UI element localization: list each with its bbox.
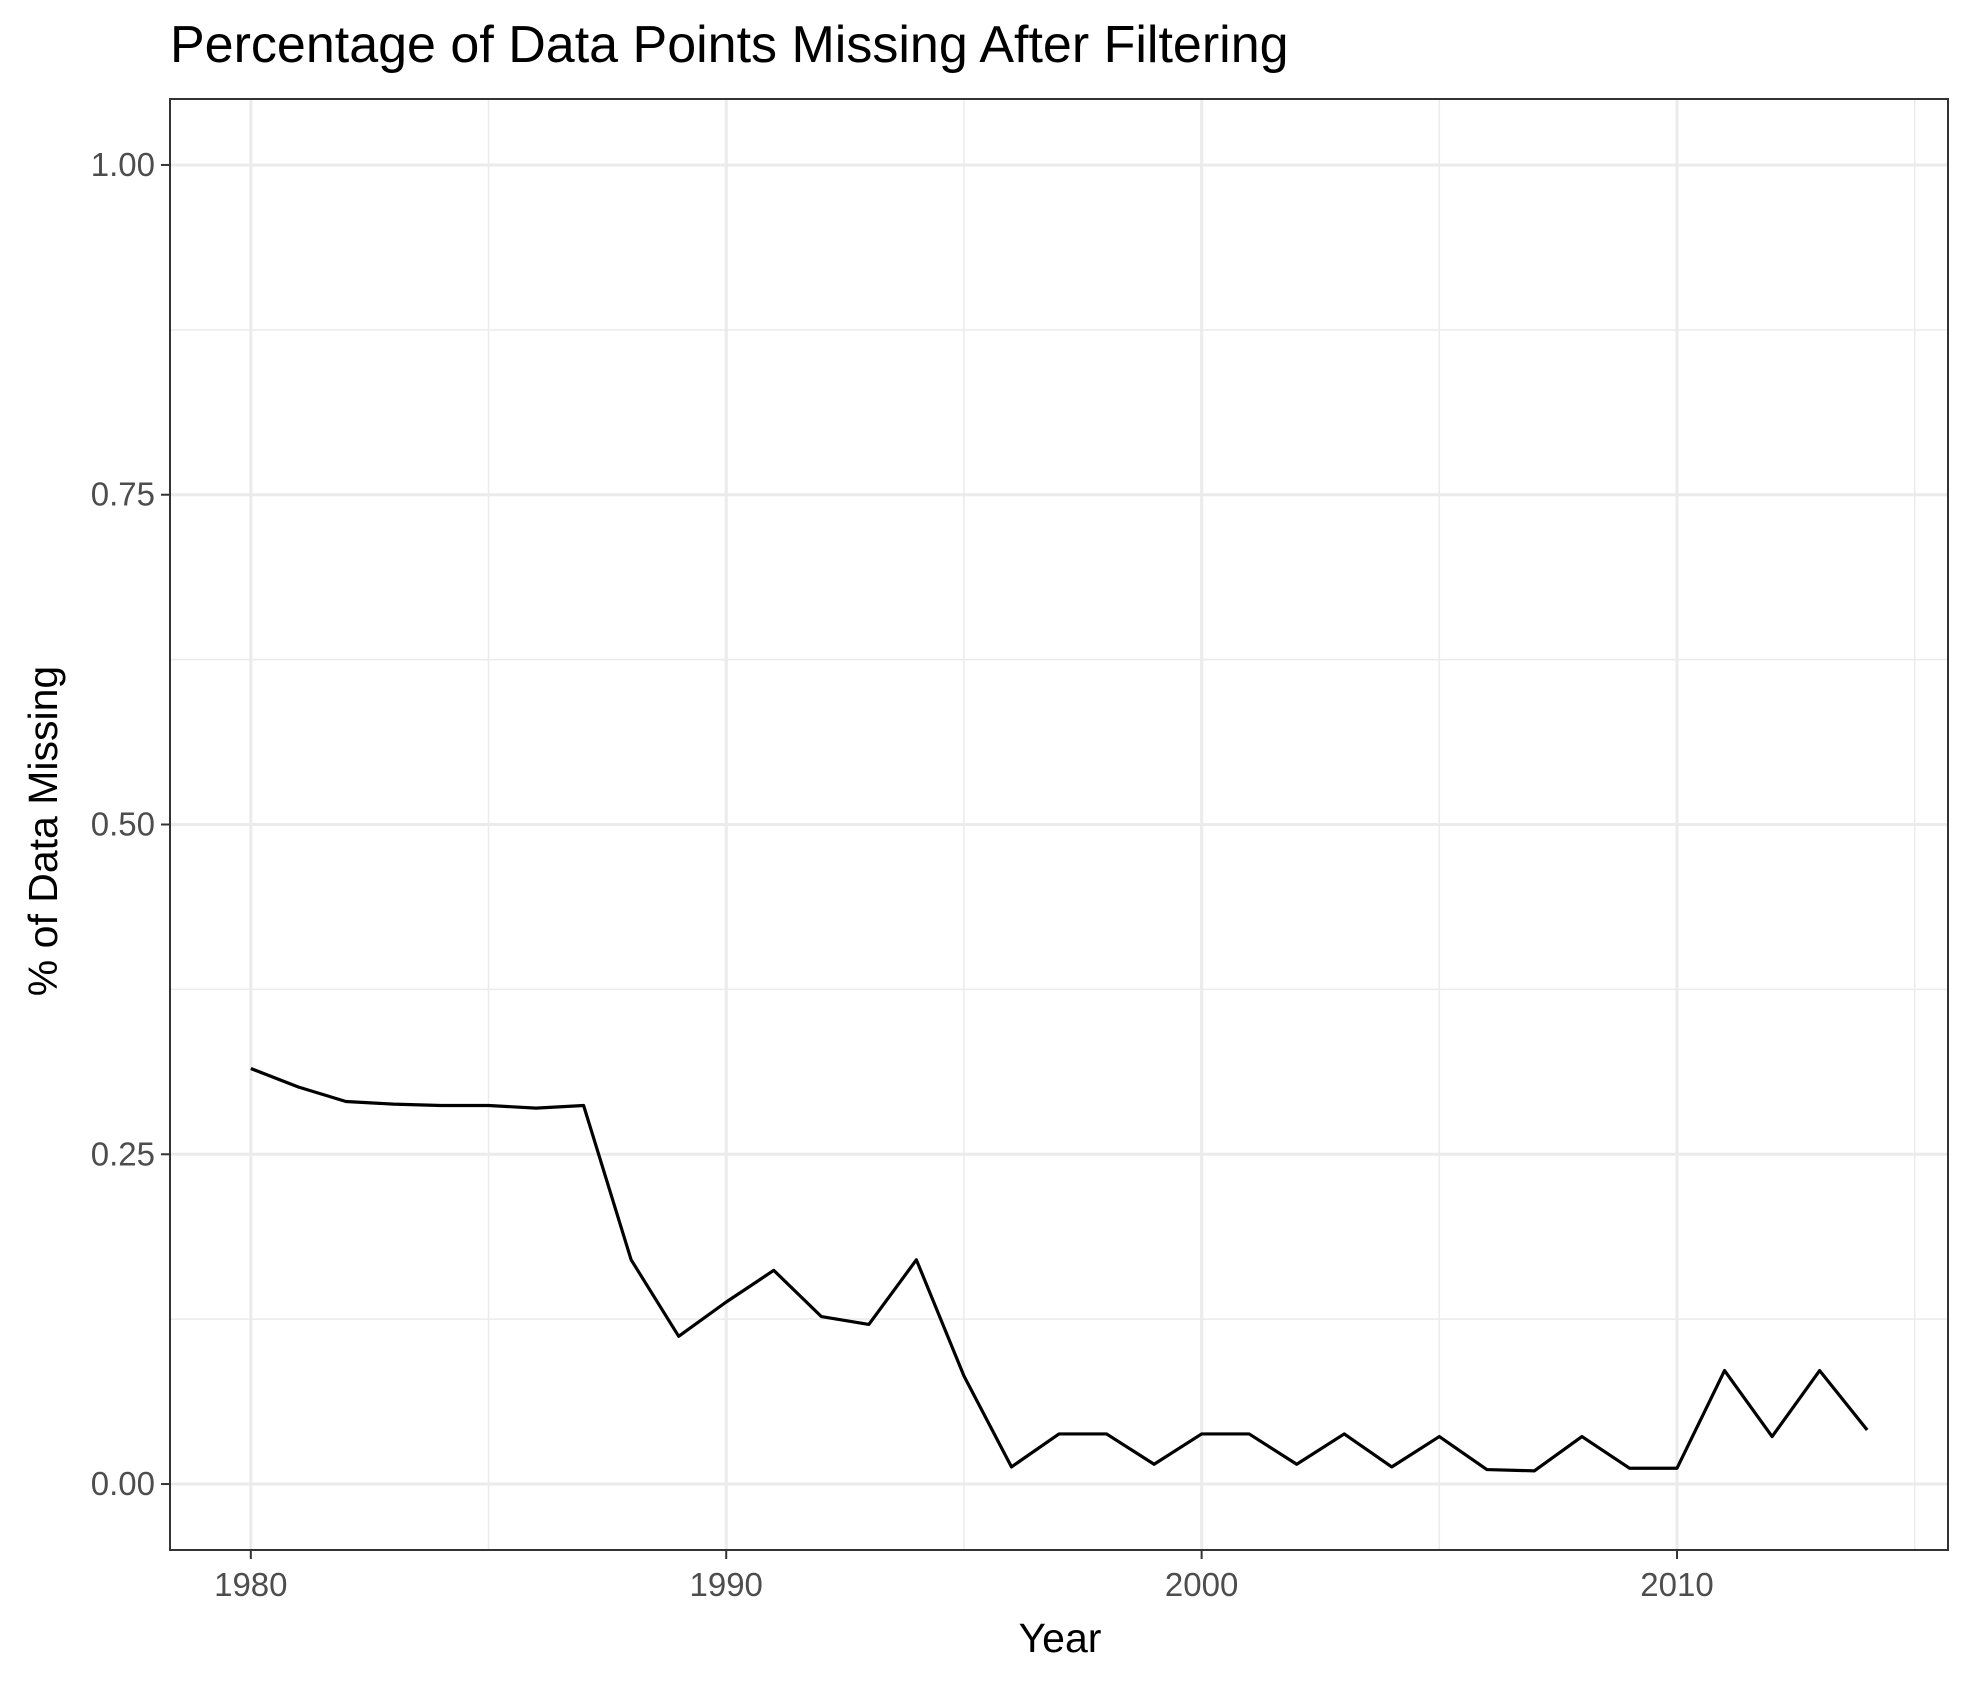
y-tick-label: 0.50 xyxy=(91,806,155,843)
x-tick-label: 1980 xyxy=(214,1566,287,1603)
series-line xyxy=(250,1067,1869,1473)
x-tick-label: 2000 xyxy=(1165,1566,1238,1603)
y-tick-label: 0.75 xyxy=(91,476,155,513)
x-tick-label: 2010 xyxy=(1640,1566,1713,1603)
series-layer xyxy=(250,1067,1869,1473)
y-tick-label: 0.25 xyxy=(91,1135,155,1172)
x-tick-label: 1990 xyxy=(690,1566,763,1603)
y-tick-label: 1.00 xyxy=(91,146,155,183)
y-axis-title: % of Data Missing xyxy=(20,666,66,996)
y-tick-label: 0.00 xyxy=(91,1465,155,1502)
grid-major xyxy=(170,99,1948,1550)
chart-title: Percentage of Data Points Missing After … xyxy=(170,16,1289,74)
x-axis-title: Year xyxy=(1019,1615,1102,1661)
y-axis: 0.00 0.25 0.50 0.75 1.00 xyxy=(91,146,170,1502)
x-axis: 1980 1990 2000 2010 xyxy=(214,1550,1714,1603)
